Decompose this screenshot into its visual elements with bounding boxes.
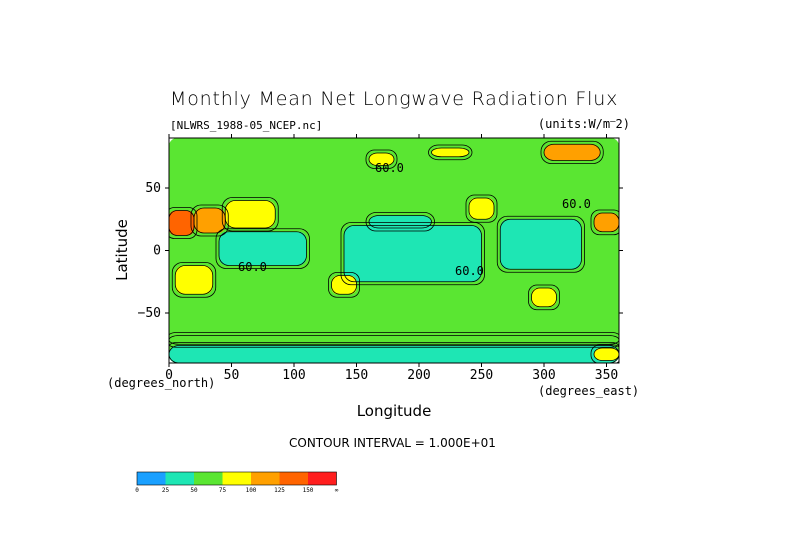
heatmap-region	[331, 275, 357, 295]
contour-line	[540, 140, 604, 164]
colorbar-label: 50	[190, 487, 198, 494]
x-tick-label: 250	[470, 368, 493, 383]
colorbar-swatch	[308, 472, 337, 485]
y-tick-label: 50	[145, 181, 161, 196]
contour-line	[543, 143, 601, 161]
file-label: [NLWRS_1988-05_NCEP.nc]	[170, 119, 323, 132]
contour-lines	[169, 140, 619, 363]
colorbar-label: 150	[303, 487, 314, 494]
heatmap-regions	[169, 138, 619, 363]
y-axis: 50 0 −50	[138, 181, 623, 321]
heatmap-region	[344, 225, 482, 282]
contour-line	[215, 228, 310, 269]
contour-line	[590, 209, 619, 236]
contour-line	[368, 215, 432, 229]
colorbar-label: ∞	[335, 487, 339, 494]
colorbar-swatch	[165, 472, 194, 485]
contour-label: 60.0	[238, 260, 267, 274]
contour-line	[169, 207, 198, 239]
chart-title: Monthly Mean Net Longwave Radiation Flux	[170, 88, 619, 110]
y-axis-title: Latitude	[113, 219, 131, 281]
contour-line	[328, 272, 360, 298]
heatmap-region	[175, 265, 213, 295]
colorbar-swatch	[194, 472, 223, 485]
contour-line	[169, 345, 619, 363]
heatmap-region	[369, 153, 394, 166]
contour-line	[368, 152, 395, 166]
colorbar-swatch	[279, 472, 308, 485]
contour-line	[528, 284, 560, 311]
heatmap-region	[225, 200, 276, 228]
contour-line	[174, 265, 214, 295]
x-tick-label: 100	[282, 368, 305, 383]
heatmap-region	[594, 213, 619, 232]
y-tick-label: 0	[153, 244, 161, 259]
colorbar: 0 25 50 75 100 125 150 ∞	[135, 471, 339, 494]
x-tick-label: 200	[407, 368, 430, 383]
heatmap-region	[431, 148, 469, 157]
contour-line	[593, 347, 619, 361]
y-unit-label: (degrees_north)	[107, 376, 215, 390]
heatmap-region	[544, 144, 601, 161]
x-axis-title: Longitude	[357, 402, 432, 420]
heatmap-region	[169, 345, 619, 363]
colorbar-swatch	[137, 472, 166, 485]
colorbar-swatch	[251, 472, 280, 485]
colorbar-label: 75	[219, 487, 227, 494]
colorbar-swatch	[222, 472, 251, 485]
contour-line	[365, 212, 435, 232]
contour-line	[343, 225, 482, 283]
contour-line	[593, 212, 619, 233]
heatmap-region	[500, 219, 582, 270]
contour-line	[331, 275, 357, 295]
heatmap-region	[594, 348, 619, 361]
contour-line	[531, 287, 557, 308]
colorbar-frame	[136, 471, 337, 486]
colorbar-label: 0	[135, 487, 139, 494]
x-tick-label: 350	[595, 368, 618, 383]
units-label: (units:W/m‒2)	[537, 117, 630, 131]
contour-line	[218, 231, 307, 266]
contour-interval-label: CONTOUR INTERVAL = 1.000E+01	[289, 436, 496, 450]
colorbar-label: 125	[274, 487, 285, 494]
contour-label: 60.0	[375, 161, 404, 175]
contour-line	[169, 335, 619, 345]
contour-line	[496, 215, 585, 273]
heatmap-region	[369, 215, 432, 228]
x-tick-label: 300	[532, 368, 555, 383]
heatmap-region	[194, 208, 226, 233]
contour-line	[468, 197, 495, 220]
x-unit-label: (degrees_east)	[538, 384, 639, 398]
x-tick-label: 0	[165, 368, 173, 383]
contour-line	[590, 344, 619, 363]
contour-line	[365, 149, 398, 169]
contour-label: 60.0	[562, 197, 591, 211]
contour-line	[171, 262, 217, 298]
y-tick-label: −50	[138, 306, 161, 321]
contour-line	[465, 194, 498, 223]
contour-line	[169, 332, 619, 348]
contour-line	[221, 197, 279, 232]
x-tick-label: 50	[224, 368, 240, 383]
contour-line	[190, 204, 229, 237]
contour-line	[431, 147, 470, 158]
heatmap-region	[169, 210, 194, 236]
heatmap-region	[531, 288, 557, 307]
x-tick-label: 150	[345, 368, 368, 383]
contour-line	[340, 222, 485, 286]
contour-line	[499, 218, 582, 270]
heatmap-region	[169, 335, 619, 345]
colorbar-label: 25	[162, 487, 170, 494]
heatmap-region	[469, 198, 494, 220]
colorbar-label: 100	[246, 487, 257, 494]
heatmap-region	[219, 231, 307, 266]
contour-line	[428, 144, 473, 161]
contour-label: 60.0	[455, 264, 484, 278]
x-axis: 0 50 100 150 200 250 300 350	[165, 134, 618, 383]
contour-line	[169, 342, 619, 363]
contour-line	[224, 200, 276, 229]
